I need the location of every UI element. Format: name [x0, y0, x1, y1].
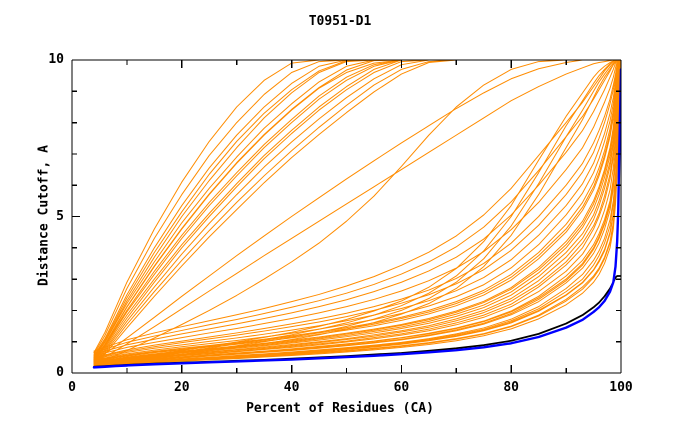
curve-model-12 — [93, 60, 621, 355]
curve-model-04 — [93, 60, 621, 365]
curve-late-riser-04 — [93, 60, 621, 366]
curve-steep-06 — [93, 60, 621, 361]
curve-steep-12 — [93, 60, 621, 364]
x-tick-label: 80 — [503, 380, 520, 395]
curve-model-17 — [93, 62, 621, 366]
curve-model-09 — [93, 60, 621, 361]
curve-steep-07 — [93, 60, 621, 365]
x-tick-label: 60 — [393, 380, 410, 395]
curve-model-15 — [93, 65, 621, 367]
curve-steep-04 — [93, 60, 621, 363]
curve-late-riser-03 — [93, 60, 621, 364]
curve-reference — [92, 68, 621, 369]
curve-late-riser-02 — [93, 60, 621, 365]
y-tick-label: 0 — [56, 365, 64, 380]
x-axis-label: Percent of Residues (CA) — [246, 401, 434, 416]
curve-model-06 — [93, 65, 621, 366]
curve-steep-05 — [93, 60, 621, 357]
x-tick-label: 100 — [609, 380, 633, 395]
curve-model-13 — [93, 60, 621, 352]
y-tick-label: 10 — [48, 52, 64, 67]
curve-late-riser-01 — [93, 60, 621, 365]
curve-steep-03 — [93, 60, 621, 358]
curve-steep-02 — [93, 60, 621, 361]
y-tick-label: 5 — [56, 208, 64, 224]
curve-steep-08 — [93, 60, 621, 355]
curve-model-02 — [93, 65, 621, 366]
x-tick-label: 0 — [68, 380, 76, 395]
curve-model-10 — [93, 60, 621, 360]
curve-steep-10 — [93, 60, 621, 359]
x-tick-label: 20 — [173, 380, 190, 395]
curve-model-19 — [93, 60, 621, 365]
page-title: T0951-D1 — [308, 14, 372, 29]
curve-model-03 — [93, 62, 621, 365]
curve-outlier-mid — [93, 60, 621, 365]
curve-steep-14 — [93, 60, 621, 354]
curve-model-22 — [93, 60, 621, 361]
y-axis-label: Distance Cutoff, A — [36, 145, 52, 286]
curve-model-20 — [93, 60, 621, 363]
curve-model-27 — [93, 60, 621, 363]
curve-mid-slope-01 — [93, 60, 621, 361]
curve-model-11 — [93, 60, 621, 358]
x-tick-label: 40 — [283, 380, 300, 395]
curve-model-01 — [93, 68, 621, 367]
curve-model-30 — [93, 62, 621, 366]
curve-model-16 — [93, 68, 621, 367]
curve-steep-15 — [93, 60, 621, 360]
curve-mid-slope-02 — [93, 60, 621, 363]
curve-steep-09 — [93, 60, 621, 362]
curve-model-25 — [93, 60, 621, 359]
axis-frame-layer — [71, 59, 622, 374]
curve-layer — [92, 60, 621, 369]
curve-steep-13 — [93, 60, 621, 365]
curve-model-29 — [93, 60, 621, 362]
curve-model-23 — [93, 72, 621, 368]
curve-steep-11 — [93, 60, 621, 358]
curve-model-28 — [93, 68, 621, 367]
